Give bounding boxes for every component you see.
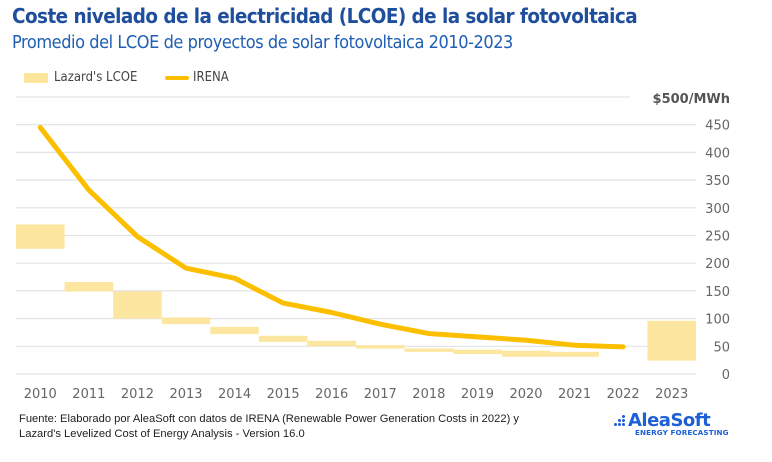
- chart-subtitle: Promedio del LCOE de proyectos de solar …: [12, 32, 513, 53]
- x-tick-label: 2019: [461, 387, 494, 402]
- legend-item-irena: IRENA: [164, 70, 233, 85]
- x-tick-label: 2017: [364, 387, 397, 402]
- irena-line-series: [37, 124, 626, 350]
- dot-grid-icon: [614, 414, 625, 426]
- range-box-swatch-icon: [24, 72, 48, 83]
- lazard-range-bar: [210, 326, 259, 335]
- lazard-range-bar: [258, 335, 308, 342]
- lazard-range-bar: [113, 291, 162, 319]
- source-note: Fuente: Elaborado por AleaSoft con datos…: [19, 412, 519, 442]
- y-tick-label: 200: [705, 257, 730, 272]
- x-tick-label: 2015: [267, 387, 300, 402]
- y-tick-label: 250: [705, 230, 730, 245]
- y-tick-label: 100: [705, 313, 730, 328]
- lazard-range-bars: [16, 224, 696, 361]
- aleasoft-logo: AleaSoft ENERGY FORECASTING: [612, 410, 729, 437]
- x-tick-label: 2016: [315, 387, 348, 402]
- lazard-range-bar: [550, 351, 599, 357]
- x-tick-label: 2023: [655, 387, 688, 402]
- lazard-range-bar: [501, 350, 551, 357]
- legend-item-lazard: Lazard's LCOE: [24, 70, 147, 85]
- x-tick-label: 2018: [412, 387, 445, 402]
- y-tick-label: 50: [713, 340, 730, 355]
- y-tick-label: 450: [705, 119, 730, 134]
- x-tick-label: 2014: [218, 387, 251, 402]
- chart-title: Coste nivelado de la electricidad (LCOE)…: [12, 4, 638, 28]
- chart-legend: Lazard's LCOE IRENA: [24, 70, 250, 85]
- lazard-range-bar: [161, 317, 211, 325]
- logo-wordmark: AleaSoft: [612, 410, 729, 431]
- x-tick-label: 2010: [24, 387, 57, 402]
- logo-tagline: ENERGY FORECASTING: [635, 428, 729, 437]
- lazard-range-bar: [307, 340, 356, 347]
- y-axis-ticks: 0 50 100 150 200 250 300 350 400 450: [705, 119, 730, 383]
- lazard-range-bar: [453, 349, 502, 355]
- y-axis-unit-label: $500/MWh: [653, 92, 730, 107]
- lazard-range-bar: [356, 345, 405, 349]
- x-tick-label: 2012: [121, 387, 154, 402]
- source-line-2: Lazard's Levelized Cost of Energy Analys…: [19, 428, 305, 440]
- lazard-range-bar: [404, 348, 454, 352]
- source-line-1: Fuente: Elaborado por AleaSoft con datos…: [19, 413, 520, 425]
- x-tick-label: 2022: [607, 387, 640, 402]
- y-tick-label: 350: [705, 174, 730, 189]
- logo-name: AleaSoft: [628, 410, 711, 431]
- line-swatch-icon: [164, 75, 189, 80]
- x-tick-label: 2020: [509, 387, 542, 402]
- legend-label: Lazard's LCOE: [54, 70, 138, 85]
- lazard-range-bar: [64, 282, 114, 292]
- y-tick-label: 300: [705, 202, 730, 217]
- y-tick-label: 400: [705, 146, 730, 161]
- lazard-range-bar: [16, 224, 65, 249]
- x-tick-label: 2013: [169, 387, 202, 402]
- x-tick-label: 2011: [72, 387, 105, 402]
- x-axis-ticks: 2010 2011 2012 2013 2014 2015 2016 2017 2018 2019…: [24, 387, 689, 402]
- x-tick-label: 2021: [558, 387, 591, 402]
- y-tick-label: 0: [722, 368, 730, 383]
- y-tick-label: 150: [705, 285, 730, 300]
- lazard-range-bar: [647, 320, 696, 361]
- legend-label: IRENA: [192, 70, 229, 85]
- gridlines: [16, 96, 696, 375]
